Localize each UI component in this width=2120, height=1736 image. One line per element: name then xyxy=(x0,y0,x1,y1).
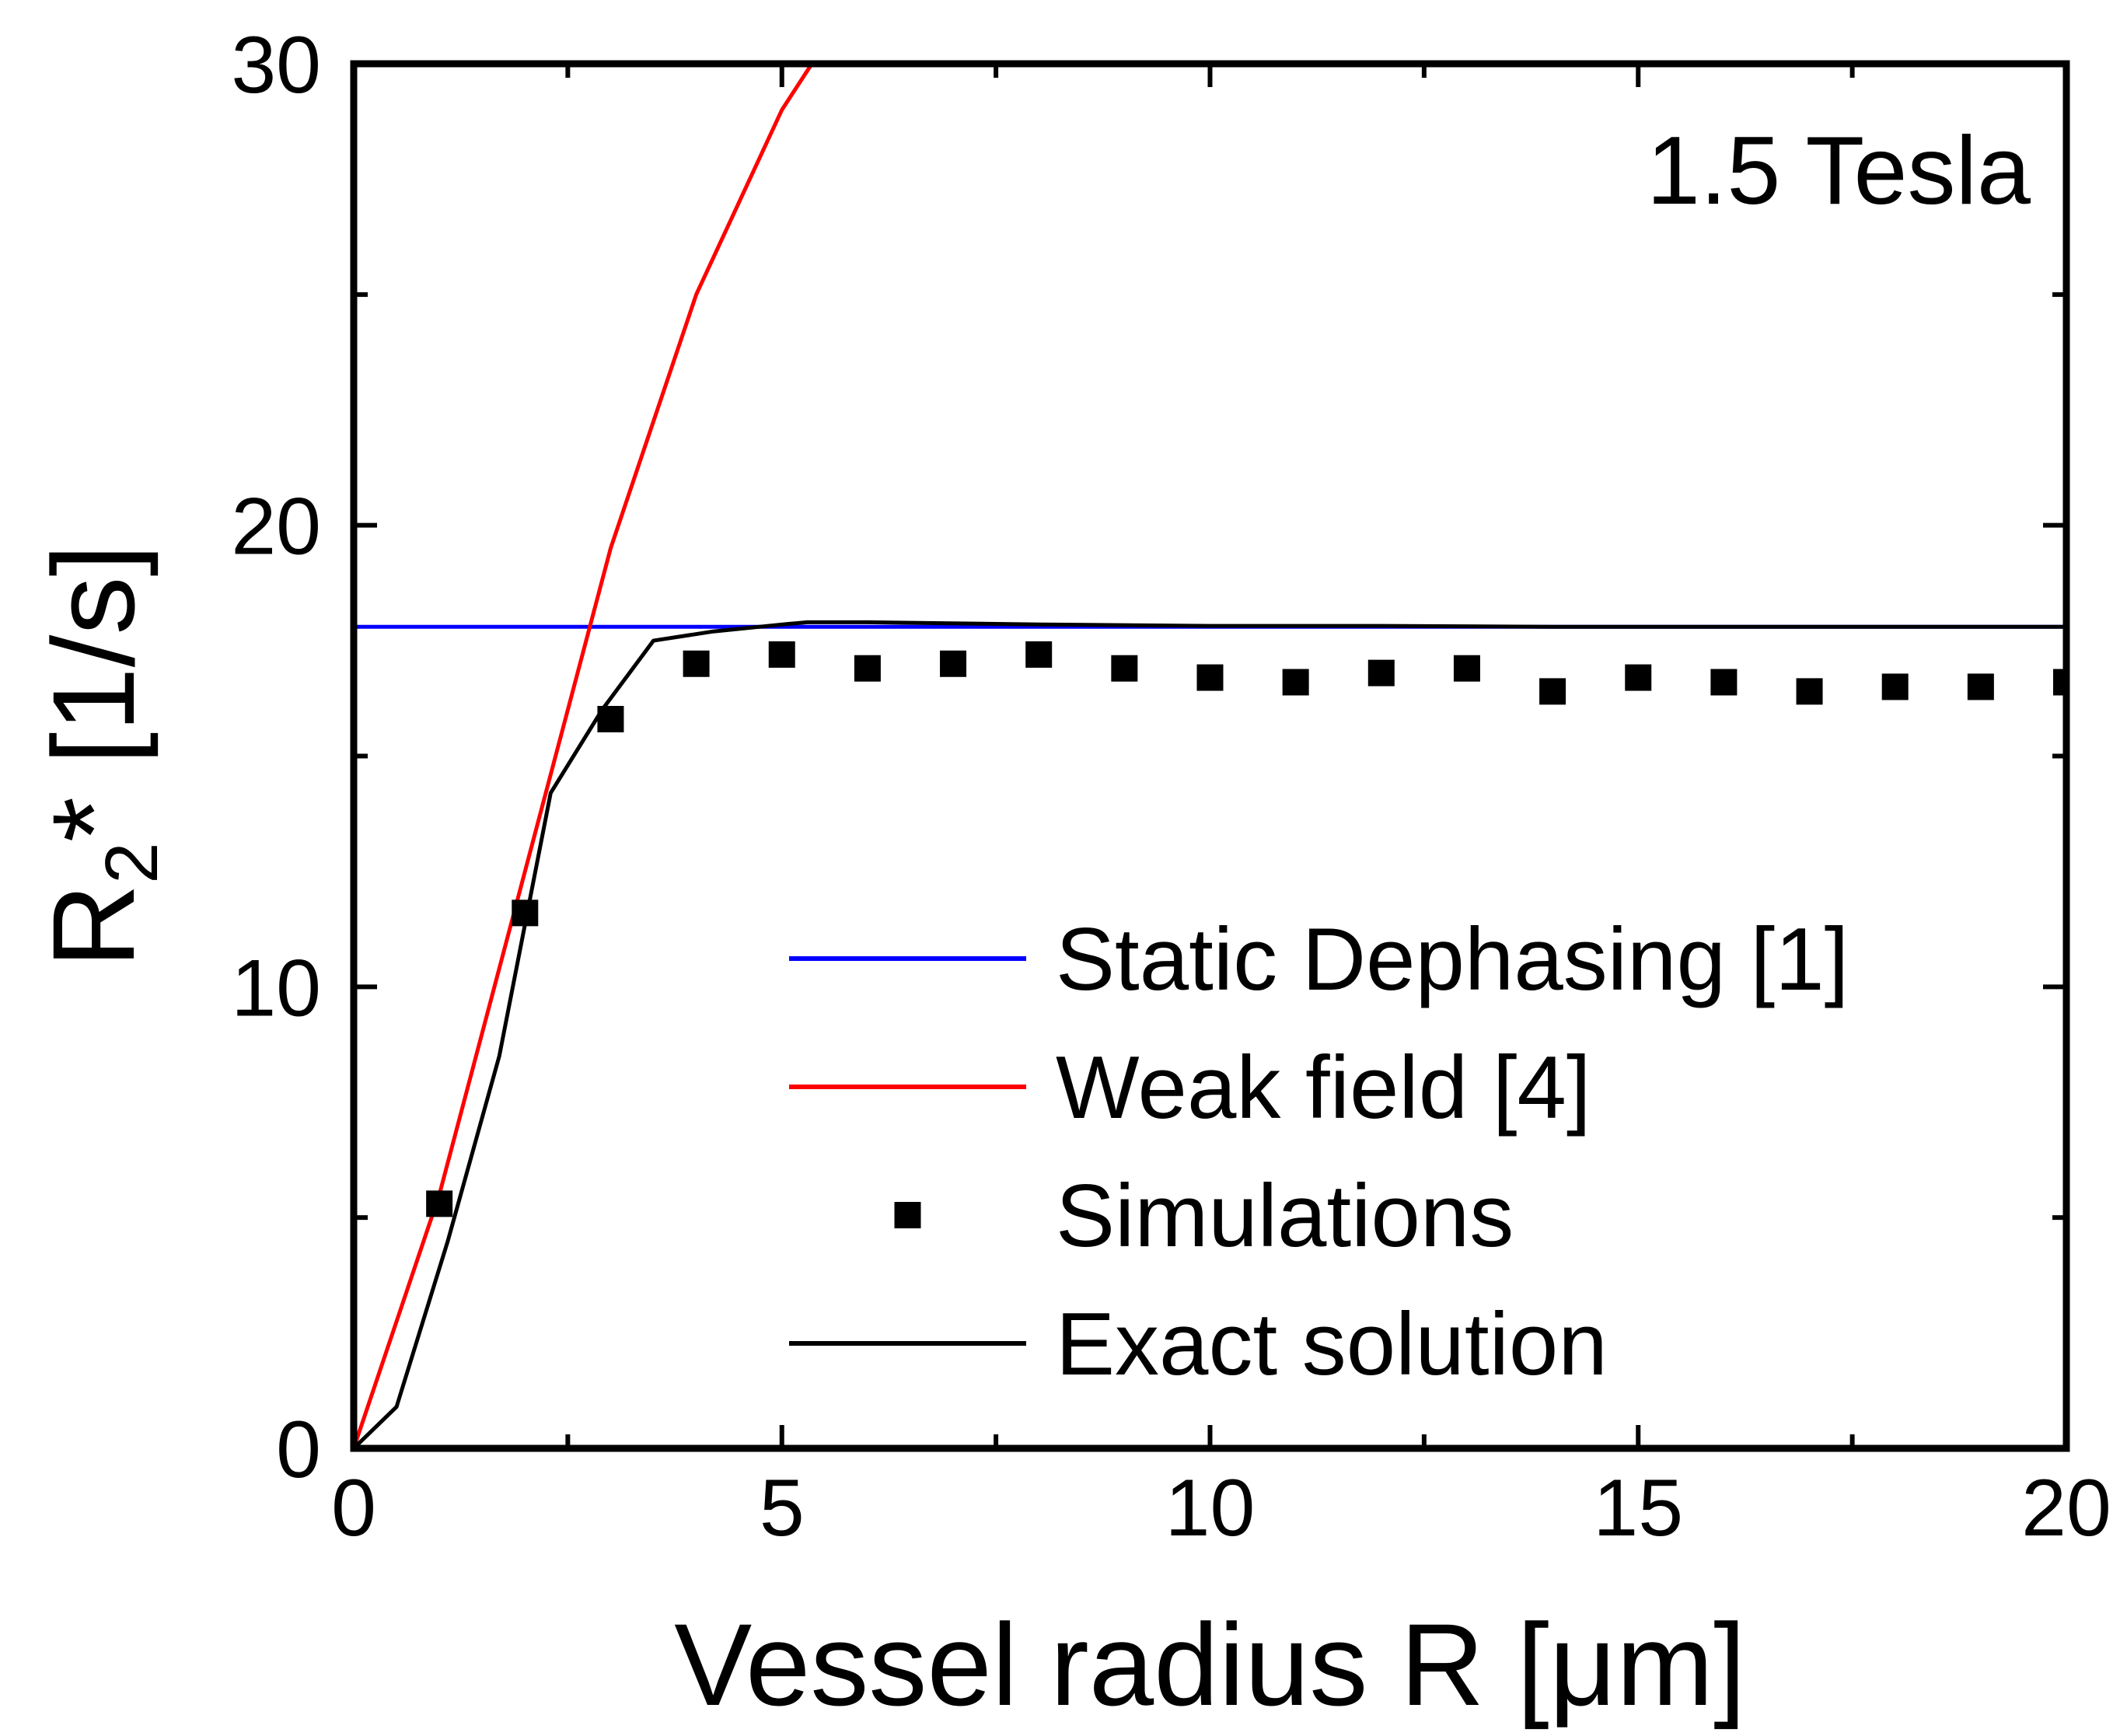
simulation-point xyxy=(1881,673,1909,700)
y-tick-label: 10 xyxy=(231,943,321,1033)
x-tick-label: 0 xyxy=(331,1463,376,1553)
axis-ticks xyxy=(351,61,2069,1451)
legend-label: Static Dephasing [1] xyxy=(1056,910,1849,1009)
series-line-exact-solution xyxy=(354,620,2066,1448)
simulation-point xyxy=(597,706,624,733)
simulation-point xyxy=(1710,669,1738,696)
legend-label: Exact solution xyxy=(1056,1295,1608,1394)
simulation-point xyxy=(1025,641,1053,668)
y-axis-title: R2* [1/s] xyxy=(28,544,173,968)
x-tick-label: 20 xyxy=(2021,1463,2111,1553)
legend-marker-simulations xyxy=(894,1202,921,1228)
simulation-point xyxy=(683,650,710,677)
y-tick-label: 30 xyxy=(231,20,321,110)
y-tick-label: 20 xyxy=(231,482,321,572)
y-tick-label: 0 xyxy=(276,1405,321,1495)
tick-labels: 0 5 10 15 20 0 10 20 30 xyxy=(231,20,2111,1553)
simulation-point xyxy=(1453,655,1480,682)
x-tick-label: 15 xyxy=(1593,1463,1683,1553)
series-line-weak-field-4 xyxy=(354,64,814,1448)
legend-label: Weak field [4] xyxy=(1056,1039,1591,1137)
x-tick-label: 5 xyxy=(760,1463,805,1553)
simulation-point xyxy=(854,655,881,682)
simulation-point xyxy=(940,650,967,677)
y-axis-title-main: R xyxy=(28,884,159,968)
legend-label: Simulations xyxy=(1056,1167,1514,1266)
simulation-point xyxy=(768,641,795,668)
simulation-point xyxy=(426,1190,453,1217)
x-axis-title: Vessel radius R [μm] xyxy=(674,1599,1746,1730)
simulation-point xyxy=(1967,673,1994,700)
chart-annotation: 1.5 Tesla xyxy=(1647,117,2031,225)
y-axis-title-rest: * [1/s] xyxy=(28,544,159,843)
simulation-point xyxy=(1196,664,1224,691)
simulation-point xyxy=(1111,655,1138,682)
legend: Static Dephasing [1] Weak field [4] Simula… xyxy=(789,910,1849,1394)
y-axis-title-subscript: 2 xyxy=(90,842,173,883)
simulation-point xyxy=(1282,669,1309,696)
plot-content xyxy=(354,64,2066,1448)
simulation-point xyxy=(1367,659,1395,686)
simulation-point xyxy=(1796,678,1823,705)
simulation-point xyxy=(512,899,539,927)
simulation-point xyxy=(1539,678,1566,705)
x-tick-label: 10 xyxy=(1165,1463,1256,1553)
simulation-point xyxy=(1625,664,1652,691)
